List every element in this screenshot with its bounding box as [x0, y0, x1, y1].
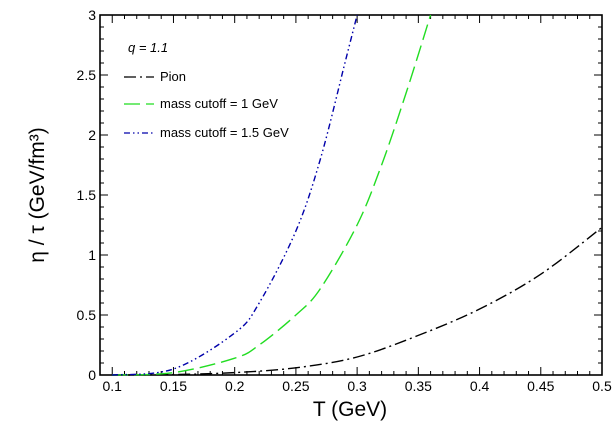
x-tick-label: 0.25: [282, 378, 309, 394]
y-tick-label: 0: [88, 367, 96, 383]
y-tick-label: 2.5: [77, 67, 97, 83]
series-line-2: [112, 14, 358, 376]
x-ticks: 0.1 0.15 0.2 0.25 0.3 0.35 0.4 0.45 0.5: [103, 15, 612, 394]
y-ticks: 0 0.5 1 1.5 2 2.5 3: [77, 7, 602, 383]
y-tick-label: 0.5: [77, 307, 97, 323]
series-line-1: [112, 14, 432, 376]
legend-title: q = 1.1: [128, 40, 168, 55]
x-tick-label: 0.1: [103, 378, 123, 394]
x-tick-label: 0.15: [160, 378, 187, 394]
y-tick-label: 3: [88, 7, 96, 23]
y-axis-title: η / τ (GeV/fm³): [26, 127, 49, 262]
x-axis-title: T (GeV): [313, 398, 387, 421]
x-tick-label: 0.35: [405, 378, 432, 394]
legend: q = 1.1 Pion mass cutoff = 1 GeV mass cu…: [124, 40, 289, 140]
legend-label-cutoff-1-5: mass cutoff = 1.5 GeV: [160, 125, 289, 140]
y-tick-label: 2: [88, 127, 96, 143]
legend-label-cutoff-1: mass cutoff = 1 GeV: [160, 96, 278, 111]
x-tick-label: 0.4: [470, 378, 490, 394]
legend-label-pion: Pion: [160, 69, 186, 84]
x-tick-label: 0.5: [592, 378, 612, 394]
x-tick-label: 0.3: [347, 378, 367, 394]
y-tick-label: 1.5: [77, 187, 97, 203]
y-tick-label: 1: [88, 247, 96, 263]
x-tick-label: 0.2: [225, 378, 245, 394]
series-line-0: [112, 226, 603, 376]
series-lines: [112, 14, 603, 376]
x-tick-label: 0.45: [527, 378, 554, 394]
